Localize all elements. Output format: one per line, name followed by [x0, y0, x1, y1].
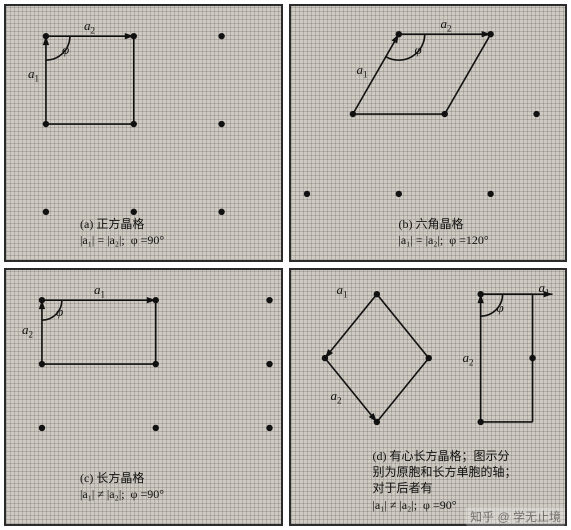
- vector-label: a1: [337, 282, 348, 300]
- vector-label: a1: [94, 282, 105, 300]
- vector-label: φ: [62, 42, 69, 58]
- vector-label: a2: [84, 18, 95, 36]
- vector-label: a1: [357, 62, 368, 80]
- vector-label: a2: [331, 388, 342, 406]
- panel-hexagonal-lattice: a1 a2 φ (b) 六角晶格 |a₁| = |a₂|; φ =120°: [289, 4, 568, 262]
- vector-label: φ: [497, 300, 504, 316]
- panel-caption: (c) 长方晶格 |a₁| ≠ |a₂|; φ =90°: [80, 470, 164, 502]
- panel-caption: (b) 六角晶格 |a₁| = |a₂|; φ =120°: [399, 216, 489, 248]
- vector-label: a2: [22, 322, 33, 340]
- lattice-figure: a1 a2 φ (a) 正方晶格 |a₁| = |a₂|; φ =90° a1 a2 φ (…: [4, 4, 567, 526]
- panel-centered-rectangular-lattice: a1 a2 a1 a2 φ (d) 有心长方晶格；图示分 别为原胞和长方单胞的轴； 对于后…: [289, 268, 568, 526]
- vector-label: φ: [56, 304, 63, 320]
- vector-label: φ: [415, 42, 422, 58]
- vector-label: a1: [539, 280, 550, 298]
- panel-caption: (a) 正方晶格 |a₁| = |a₂|; φ =90°: [80, 216, 164, 248]
- vector-label: a2: [441, 16, 452, 34]
- panel-rectangular-lattice: a1 a2 φ (c) 长方晶格 |a₁| ≠ |a₂|; φ =90°: [4, 268, 283, 526]
- watermark: 知乎 @ 学无止境: [466, 507, 565, 526]
- vector-label: a1: [28, 66, 39, 84]
- vector-label: a2: [463, 350, 474, 368]
- panel-square-lattice: a1 a2 φ (a) 正方晶格 |a₁| = |a₂|; φ =90°: [4, 4, 283, 262]
- panel-caption: (d) 有心长方晶格；图示分 别为原胞和长方单胞的轴； 对于后者有 |a₁| ≠…: [373, 448, 517, 513]
